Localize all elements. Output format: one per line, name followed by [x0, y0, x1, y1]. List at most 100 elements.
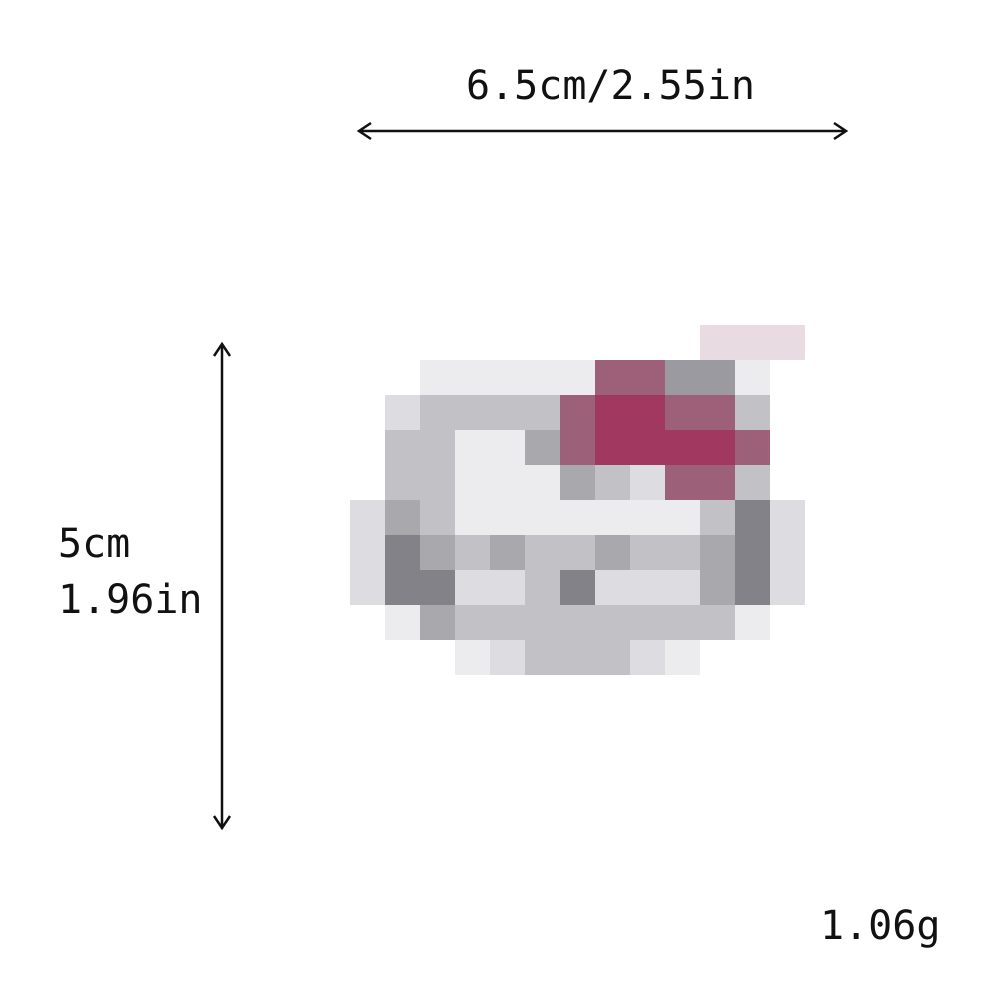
product-pixel	[525, 360, 560, 395]
product-pixel	[455, 535, 490, 570]
product-pixel	[630, 605, 665, 640]
product-pixel	[420, 360, 455, 395]
product-pixel	[420, 430, 455, 465]
product-pixel	[630, 395, 665, 430]
product-pixel	[385, 395, 420, 430]
product-pixel	[630, 535, 665, 570]
product-pixel	[560, 605, 595, 640]
height-arrow-icon	[212, 341, 232, 831]
product-pixel	[595, 535, 630, 570]
product-pixel	[490, 500, 525, 535]
product-pixel	[665, 605, 700, 640]
product-pixel	[525, 605, 560, 640]
product-pixel	[735, 570, 770, 605]
product-pixel	[350, 500, 385, 535]
product-pixel	[735, 430, 770, 465]
product-pixel	[595, 395, 630, 430]
product-pixel	[490, 640, 525, 675]
product-pixel	[560, 395, 595, 430]
product-pixel	[490, 535, 525, 570]
product-pixel	[455, 500, 490, 535]
product-pixel	[770, 535, 805, 570]
product-pixel	[700, 360, 735, 395]
product-pixel	[665, 465, 700, 500]
product-pixel	[350, 570, 385, 605]
product-pixel	[385, 430, 420, 465]
product-pixel	[630, 500, 665, 535]
product-pixel	[630, 640, 665, 675]
product-pixel	[700, 605, 735, 640]
product-pixel	[560, 640, 595, 675]
product-pixel	[455, 605, 490, 640]
product-pixel	[490, 605, 525, 640]
product-pixel	[455, 570, 490, 605]
product-pixel	[560, 465, 595, 500]
product-pixel	[595, 430, 630, 465]
product-pixel	[700, 325, 735, 360]
product-pixel	[455, 640, 490, 675]
width-arrow-icon	[356, 121, 849, 141]
product-pixel	[525, 430, 560, 465]
product-pixel	[735, 395, 770, 430]
product-pixel	[700, 430, 735, 465]
product-pixel	[525, 570, 560, 605]
product-pixel	[700, 535, 735, 570]
product-pixel	[525, 500, 560, 535]
product-pixel	[490, 570, 525, 605]
product-pixel	[455, 465, 490, 500]
product-pixel	[385, 535, 420, 570]
product-pixel	[560, 430, 595, 465]
product-pixel	[385, 500, 420, 535]
product-pixel	[700, 570, 735, 605]
product-pixel	[455, 395, 490, 430]
product-pixel	[630, 465, 665, 500]
width-label: 6.5cm/2.55in	[466, 63, 755, 109]
product-image	[350, 325, 805, 675]
product-pixel	[770, 500, 805, 535]
height-in-label: 1.96in	[58, 577, 203, 623]
product-pixel	[595, 465, 630, 500]
product-pixel	[420, 395, 455, 430]
product-pixel	[735, 360, 770, 395]
product-pixel	[560, 500, 595, 535]
product-pixel	[665, 360, 700, 395]
product-pixel	[735, 605, 770, 640]
product-pixel	[455, 430, 490, 465]
product-pixel	[490, 465, 525, 500]
product-pixel	[735, 465, 770, 500]
weight-label: 1.06g	[820, 903, 941, 949]
product-pixel	[595, 570, 630, 605]
product-pixel	[630, 570, 665, 605]
product-pixel	[735, 535, 770, 570]
product-pixel	[525, 395, 560, 430]
product-pixel	[420, 570, 455, 605]
product-pixel	[490, 360, 525, 395]
product-pixel	[490, 395, 525, 430]
product-pixel	[385, 465, 420, 500]
product-pixel	[770, 325, 805, 360]
product-pixel	[700, 465, 735, 500]
product-pixel	[525, 465, 560, 500]
height-cm-label: 5cm	[58, 521, 131, 567]
product-pixel	[665, 535, 700, 570]
product-pixel	[420, 465, 455, 500]
product-pixel	[630, 360, 665, 395]
product-pixel	[560, 570, 595, 605]
product-pixel	[420, 605, 455, 640]
product-pixel	[560, 360, 595, 395]
product-pixel	[385, 570, 420, 605]
product-pixel	[595, 605, 630, 640]
product-pixel	[455, 360, 490, 395]
product-pixel	[735, 500, 770, 535]
product-pixel	[700, 500, 735, 535]
product-pixel	[525, 640, 560, 675]
product-pixel	[735, 325, 770, 360]
product-pixel	[420, 535, 455, 570]
product-pixel	[595, 640, 630, 675]
product-pixel	[595, 500, 630, 535]
product-pixel	[385, 605, 420, 640]
product-pixel	[665, 430, 700, 465]
product-pixel	[665, 570, 700, 605]
product-pixel	[350, 535, 385, 570]
product-pixel	[490, 430, 525, 465]
